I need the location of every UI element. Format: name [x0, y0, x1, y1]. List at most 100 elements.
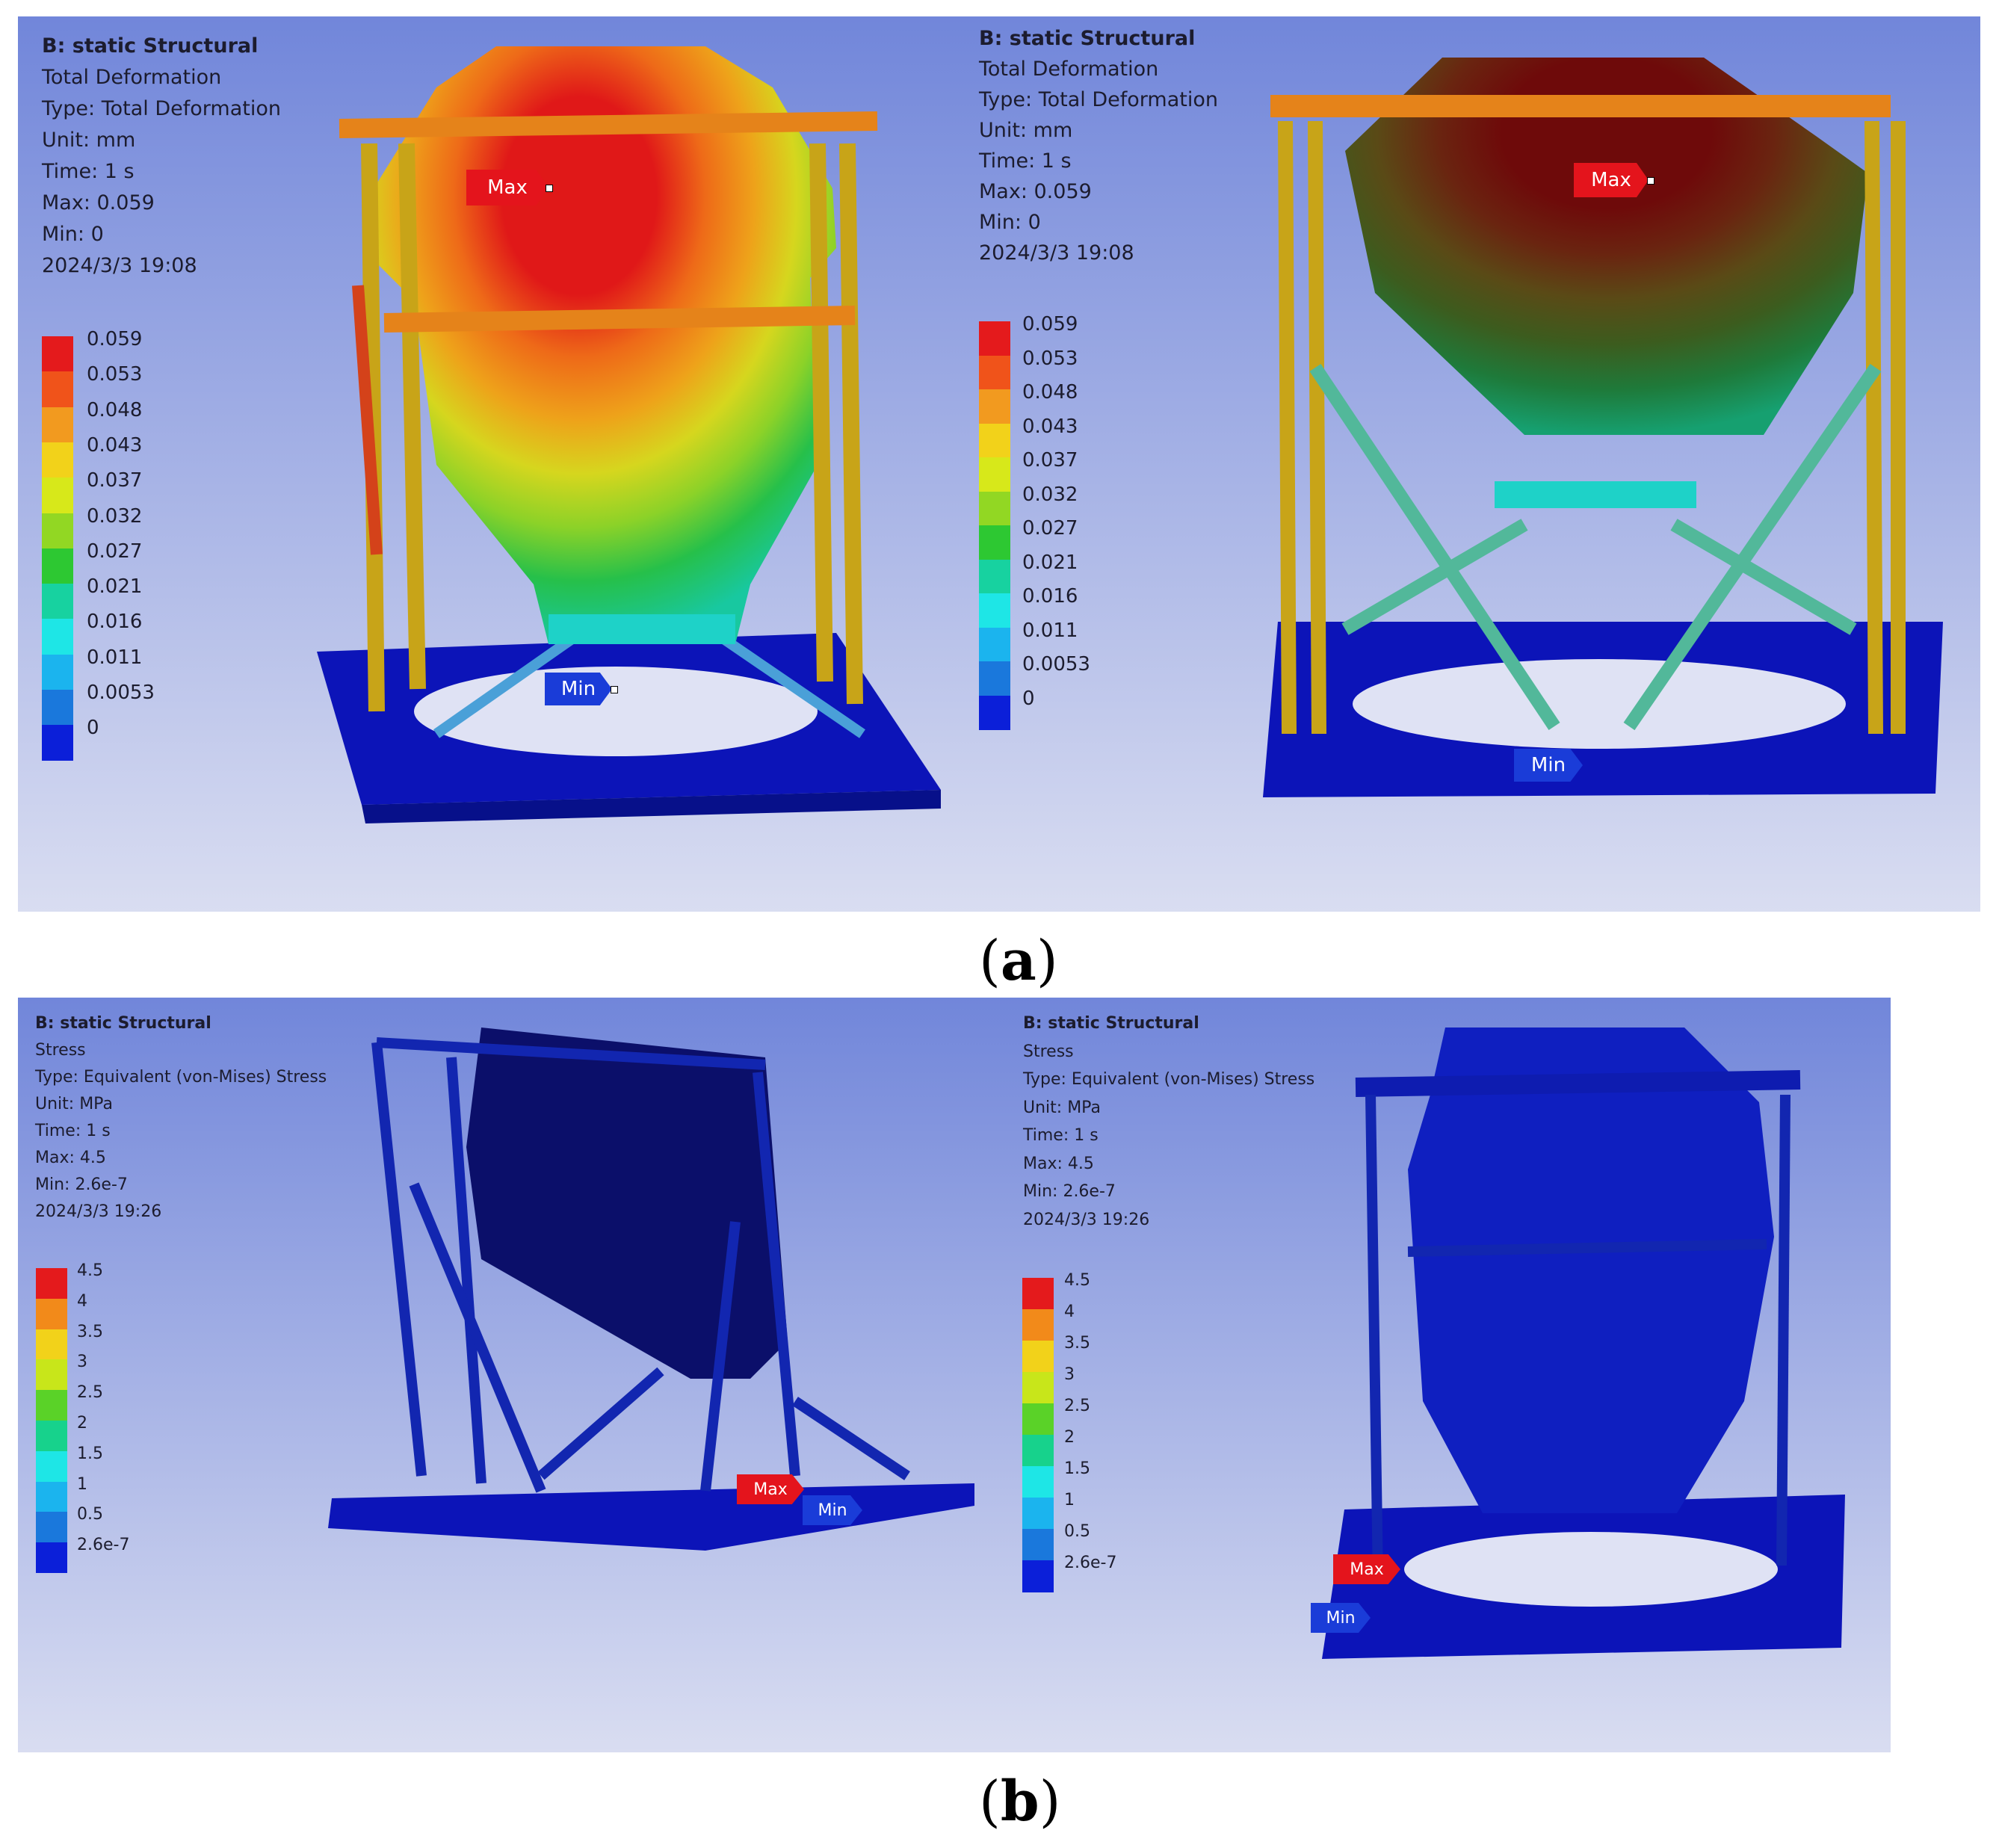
legend-swatch — [979, 355, 1010, 390]
legend-label: 0.5 — [77, 1505, 103, 1524]
legend-label: 3 — [77, 1353, 87, 1372]
info-min: Min: 0 — [979, 211, 1041, 234]
info-block: B: static Structural Stress Type: Equiva… — [1023, 1016, 1314, 1240]
info-max: Max: 4.5 — [1023, 1154, 1094, 1173]
legend-swatch — [979, 661, 1010, 696]
max-label: Max — [737, 1474, 804, 1504]
info-block: B: static Structural Total Deformation T… — [979, 28, 1218, 274]
max-label: Max — [466, 170, 549, 205]
legend-label: 0.032 — [87, 504, 143, 528]
info-time: Time: 1 s — [1023, 1126, 1099, 1145]
color-legend: 0.059 0.053 0.048 0.043 0.037 0.032 0.027 0.021… — [42, 330, 191, 761]
info-block: B: static Structural Total Deformation T… — [42, 36, 281, 287]
legend-swatch — [1022, 1309, 1054, 1341]
color-legend: 4.5 4 3.5 3 2.5 2 1.5 1 0.5 2.6e-7 — [36, 1263, 185, 1612]
legend-swatch — [42, 619, 73, 655]
legend-swatch — [1022, 1498, 1054, 1530]
min-label: Min — [1311, 1603, 1371, 1633]
legend-label: 0.043 — [1022, 415, 1078, 438]
legend-swatch — [979, 321, 1010, 356]
info-time: Time: 1 s — [42, 160, 135, 183]
legend-swatch — [42, 584, 73, 619]
legend-label: 2.5 — [1064, 1397, 1090, 1415]
legend-swatch — [36, 1329, 67, 1360]
min-label: Min — [1514, 749, 1583, 782]
max-label: Max — [1574, 163, 1649, 197]
legend-swatch — [42, 442, 73, 478]
min-label: Min — [545, 673, 612, 705]
info-min: Min: 2.6e-7 — [35, 1175, 128, 1194]
max-label: Max — [1333, 1554, 1400, 1584]
legend-label: 4 — [1064, 1302, 1075, 1321]
legend-label: 0.0053 — [87, 682, 155, 704]
legend-label: 3.5 — [77, 1322, 103, 1341]
legend-swatch — [979, 627, 1010, 662]
legend-swatch — [42, 548, 73, 584]
figure-b-right-panel: B: static Structural Stress Type: Equiva… — [1004, 998, 1891, 1752]
info-title: B: static Structural — [35, 1014, 211, 1033]
legend-label: 0.021 — [87, 575, 143, 599]
legend-label: 0.5 — [1064, 1522, 1090, 1541]
info-type: Type: Equivalent (von-Mises) Stress — [35, 1068, 327, 1087]
legend-label: 0.021 — [1022, 551, 1078, 574]
legend-label: 0.037 — [1022, 449, 1078, 472]
max-point — [1647, 177, 1654, 185]
info-type: Type: Total Deformation — [979, 88, 1218, 111]
info-max: Max: 0.059 — [42, 191, 155, 214]
info-type: Type: Total Deformation — [42, 97, 281, 120]
legend-label: 0.016 — [87, 611, 143, 634]
info-date: 2024/3/3 19:26 — [1023, 1210, 1150, 1229]
legend-swatch — [1022, 1372, 1054, 1404]
color-legend: 4.5 4 3.5 3 2.5 2 1.5 1 0.5 2.6e-7 — [1022, 1273, 1172, 1622]
legend-label: 0.037 — [87, 469, 143, 492]
legend-swatch — [42, 407, 73, 443]
legend-label: 0.011 — [1022, 619, 1078, 642]
legend-swatch — [42, 690, 73, 726]
legend-label: 0 — [1022, 687, 1035, 710]
info-unit: Unit: mm — [42, 129, 136, 152]
info-max: Max: 0.059 — [979, 180, 1092, 203]
legend-swatch — [36, 1481, 67, 1512]
info-time: Time: 1 s — [35, 1122, 111, 1140]
info-block: B: static Structural Stress Type: Equiva… — [35, 1016, 327, 1231]
legend-label: 1 — [77, 1474, 87, 1494]
legend-swatch — [1022, 1435, 1054, 1467]
legend-swatch — [979, 525, 1010, 560]
figure-b-left-panel: B: static Structural Stress Type: Equiva… — [18, 998, 1004, 1752]
legend-swatch — [36, 1268, 67, 1300]
info-type: Type: Equivalent (von-Mises) Stress — [1023, 1070, 1315, 1089]
legend-label: 0.043 — [87, 433, 143, 457]
legend-label: 0.027 — [1022, 517, 1078, 540]
legend-swatch — [979, 559, 1010, 594]
legend-swatch — [42, 478, 73, 513]
legend-label: 3 — [1064, 1365, 1075, 1384]
max-point — [546, 185, 553, 192]
stress-model-view — [18, 998, 1004, 1752]
legend-swatch — [36, 1421, 67, 1452]
legend-label: 2.6e-7 — [1064, 1554, 1117, 1572]
legend-swatch — [42, 513, 73, 549]
legend-swatch — [979, 389, 1010, 424]
legend-label: 0.048 — [1022, 381, 1078, 404]
legend-swatch — [1022, 1403, 1054, 1436]
legend-swatch — [42, 336, 73, 372]
deformation-model-view — [18, 16, 957, 912]
color-legend: 0.059 0.053 0.048 0.043 0.037 0.032 0.027 0.021… — [979, 315, 1128, 740]
info-min: Min: 0 — [42, 223, 104, 246]
figure-b-caption: (b) — [979, 1770, 1061, 1834]
legend-swatch — [1022, 1466, 1054, 1498]
stress-model-view — [1004, 998, 1891, 1752]
legend-swatch — [1022, 1278, 1054, 1310]
min-point — [611, 686, 618, 693]
legend-swatch — [1022, 1560, 1054, 1592]
legend-swatch — [36, 1542, 67, 1574]
min-label: Min — [803, 1495, 862, 1525]
legend-label: 0.059 — [1022, 313, 1078, 336]
figure-a-left-panel: B: static Structural Total Deformation T… — [18, 16, 957, 912]
info-max: Max: 4.5 — [35, 1149, 106, 1167]
legend-label: 0.032 — [1022, 483, 1078, 506]
legend-swatch — [36, 1512, 67, 1543]
caption-label: b — [1000, 1770, 1039, 1834]
legend-swatch — [979, 423, 1010, 458]
caption-label: a — [1000, 929, 1036, 993]
